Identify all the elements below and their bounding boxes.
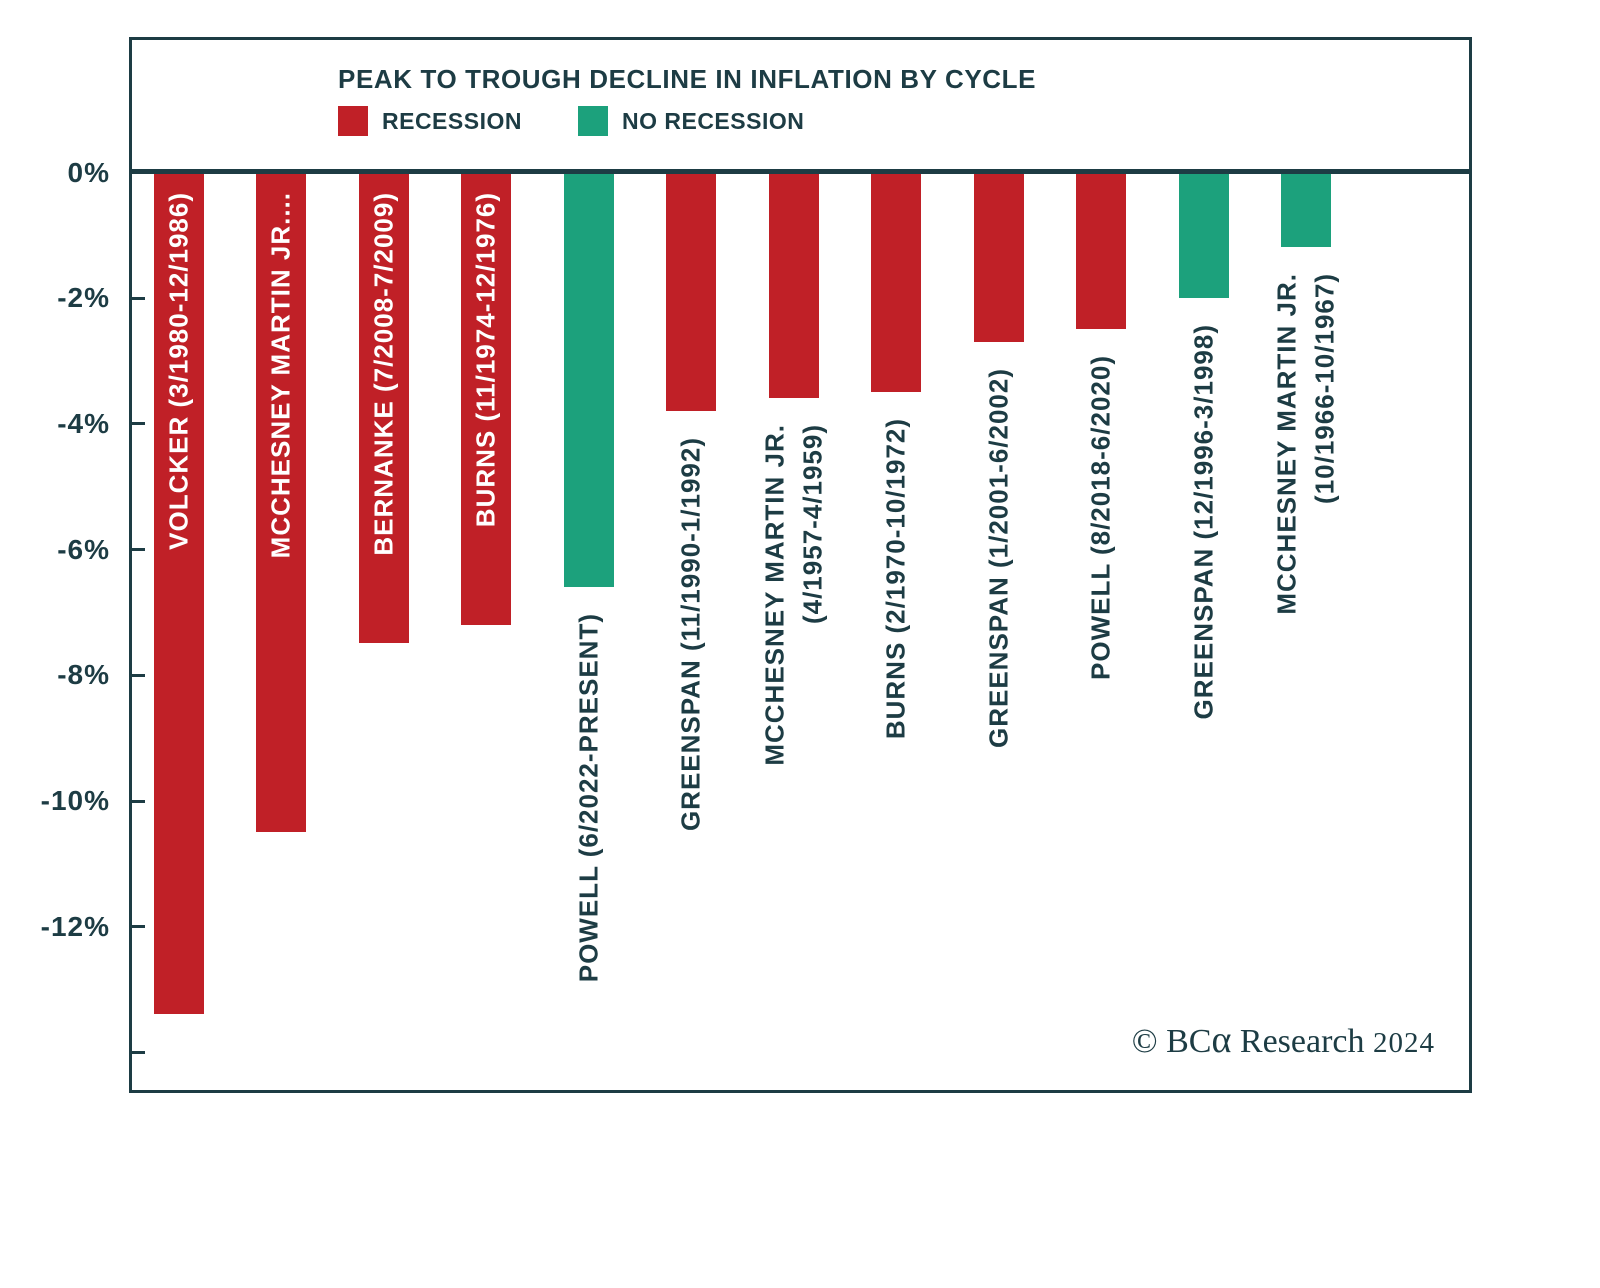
- y-tick-mark: [132, 297, 145, 300]
- bar-label-bernanke-7-2008-7-2009: BERNANKE (7/2008-7/2009): [368, 192, 401, 556]
- y-tick-label: -6%: [57, 534, 110, 565]
- y-tick-mark: [132, 422, 145, 425]
- bar-greenspan-1-2001-6-2002: [974, 172, 1024, 342]
- bar-label-greenspan-1-2001-6-2002: GREENSPAN (1/2001-6/2002): [983, 368, 1016, 748]
- copyright: © BCα Research 2024: [1132, 1018, 1435, 1062]
- legend-swatch-recession-icon: [338, 106, 368, 136]
- y-tick-mark: [132, 548, 145, 551]
- bar-label-line: GREENSPAN (1/2001-6/2002): [983, 368, 1014, 749]
- bar-mcchesney-martin-jr: [1281, 172, 1331, 247]
- bar-label-line: BERNANKE (7/2008-7/2009): [368, 192, 399, 556]
- bar-bernanke-7-2008-7-2009: [359, 172, 409, 643]
- chart-frame: PEAK TO TROUGH DECLINE IN INFLATION BY C…: [129, 37, 1472, 1093]
- y-tick-label: -4%: [57, 408, 110, 439]
- y-tick-label: 0%: [67, 157, 110, 188]
- y-tick-mark: [132, 1051, 145, 1054]
- bar-label-line: BURNS (11/1974-12/1976): [470, 192, 501, 528]
- bar-label-line: GREENSPAN (11/1990-1/1992): [675, 437, 706, 832]
- bar-label-burns-11-1974-12-1976: BURNS (11/1974-12/1976): [470, 192, 503, 527]
- bar-label-mcchesney-martin-jr: MCCHESNEY MARTIN JR....: [265, 192, 298, 558]
- legend-label-recession: RECESSION: [382, 107, 522, 134]
- y-tick-label: -2%: [57, 282, 110, 313]
- bar-label-powell-8-2018-6-2020: POWELL (8/2018-6/2020): [1085, 355, 1118, 680]
- bar-powell-6-2022-present: [564, 172, 614, 587]
- legend-label-no-recession: NO RECESSION: [621, 107, 805, 134]
- zero-baseline: [132, 169, 1469, 174]
- bar-label-line: BURNS (2/1970-10/1972): [880, 418, 911, 740]
- y-tick-mark: [132, 925, 145, 928]
- legend: RECESSION NO RECESSION: [338, 106, 804, 136]
- bar-label-line: MCCHESNEY MARTIN JR....: [265, 192, 296, 559]
- bar-greenspan-11-1990-1-1992: [666, 172, 716, 411]
- y-tick-label: -10%: [40, 785, 110, 816]
- bar-label-line: GREENSPAN (12/1996-3/1998): [1188, 324, 1219, 720]
- bar-label-line: (4/1957-4/1959): [797, 424, 828, 625]
- bar-label-greenspan-11-1990-1-1992: GREENSPAN (11/1990-1/1992): [675, 437, 708, 831]
- bar-powell-8-2018-6-2020: [1076, 172, 1126, 329]
- chart-title: PEAK TO TROUGH DECLINE IN INFLATION BY C…: [338, 64, 1037, 94]
- bar-label-line: POWELL (8/2018-6/2020): [1085, 355, 1116, 680]
- copyright-year: 2024: [1373, 1027, 1435, 1059]
- copyright-rest: Research: [1231, 1023, 1365, 1060]
- y-tick-mark: [132, 674, 145, 677]
- bar-mcchesney-martin-jr: [256, 172, 306, 832]
- y-tick-label: -8%: [57, 659, 110, 690]
- bar-burns-2-1970-10-1972: [871, 172, 921, 392]
- bar-label-powell-6-2022-present: POWELL (6/2022-PRESENT): [573, 613, 606, 982]
- bar-label-line: MCCHESNEY MARTIN JR.: [759, 424, 790, 766]
- bar-label-mcchesney-martin-jr: MCCHESNEY MARTIN JR. (4/1957-4/1959): [759, 424, 830, 766]
- bar-label-line: (10/1966-10/1967): [1309, 273, 1340, 504]
- bar-burns-11-1974-12-1976: [461, 172, 511, 625]
- copyright-alpha-glyph: α: [1211, 1019, 1232, 1061]
- bar-label-line: VOLCKER (3/1980-12/1986): [163, 192, 194, 550]
- bar-label-mcchesney-martin-jr: MCCHESNEY MARTIN JR. (10/1966-10/1967): [1271, 273, 1342, 615]
- bar-label-volcker-3-1980-12-1986: VOLCKER (3/1980-12/1986): [163, 192, 196, 550]
- bar-mcchesney-martin-jr: [769, 172, 819, 398]
- copyright-prefix: © BC: [1131, 1023, 1212, 1060]
- legend-swatch-no-recession-icon: [577, 106, 608, 136]
- bar-label-line: POWELL (6/2022-PRESENT): [573, 613, 604, 983]
- bar-label-greenspan-12-1996-3-1998: GREENSPAN (12/1996-3/1998): [1188, 324, 1221, 719]
- bar-label-line: MCCHESNEY MARTIN JR.: [1271, 273, 1302, 615]
- bar-volcker-3-1980-12-1986: [154, 172, 204, 1014]
- bar-greenspan-12-1996-3-1998: [1179, 172, 1229, 298]
- y-tick-mark: [132, 800, 145, 803]
- y-tick-label: -12%: [40, 911, 110, 942]
- bar-label-burns-2-1970-10-1972: BURNS (2/1970-10/1972): [880, 418, 913, 739]
